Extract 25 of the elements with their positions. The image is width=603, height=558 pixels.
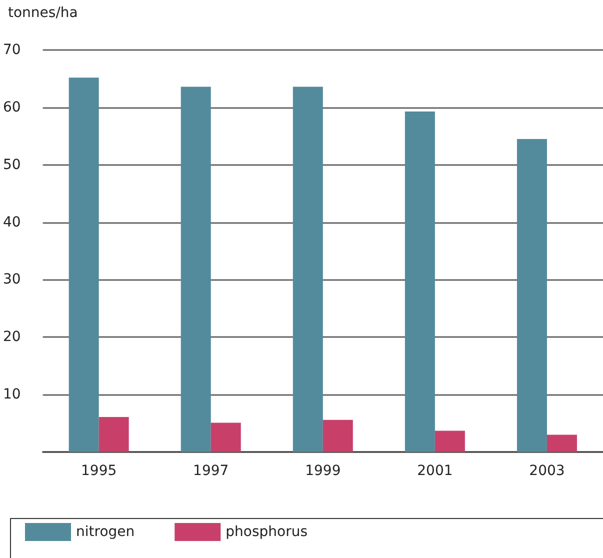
x-tick-label: 1995	[81, 463, 117, 479]
bar	[404, 111, 435, 452]
legend-label: phosphorus	[226, 524, 308, 540]
x-tick-label: 1997	[193, 463, 229, 479]
legend-label: nitrogen	[76, 524, 135, 540]
y-tick-label: 40	[2, 214, 21, 230]
bar	[546, 434, 577, 452]
y-tick-label: 50	[2, 156, 21, 173]
bar	[292, 86, 323, 452]
bar	[322, 420, 353, 452]
y-tick-label: 30	[2, 272, 21, 288]
bar	[434, 430, 465, 452]
bar	[516, 139, 547, 452]
x-tick-label: 2003	[529, 463, 565, 479]
bar	[98, 416, 129, 452]
bar	[180, 86, 211, 452]
y-axis-title: tonnes/ha	[8, 5, 78, 21]
bar	[210, 422, 241, 452]
y-tick-label: 60	[2, 99, 21, 116]
bar	[68, 78, 99, 452]
x-tick-label: 1999	[305, 463, 341, 479]
x-tick-label: 2001	[417, 463, 453, 479]
y-tick-label: 10	[2, 386, 21, 403]
y-tick-label: 20	[2, 329, 21, 346]
y-tick-label: 70	[2, 42, 21, 58]
